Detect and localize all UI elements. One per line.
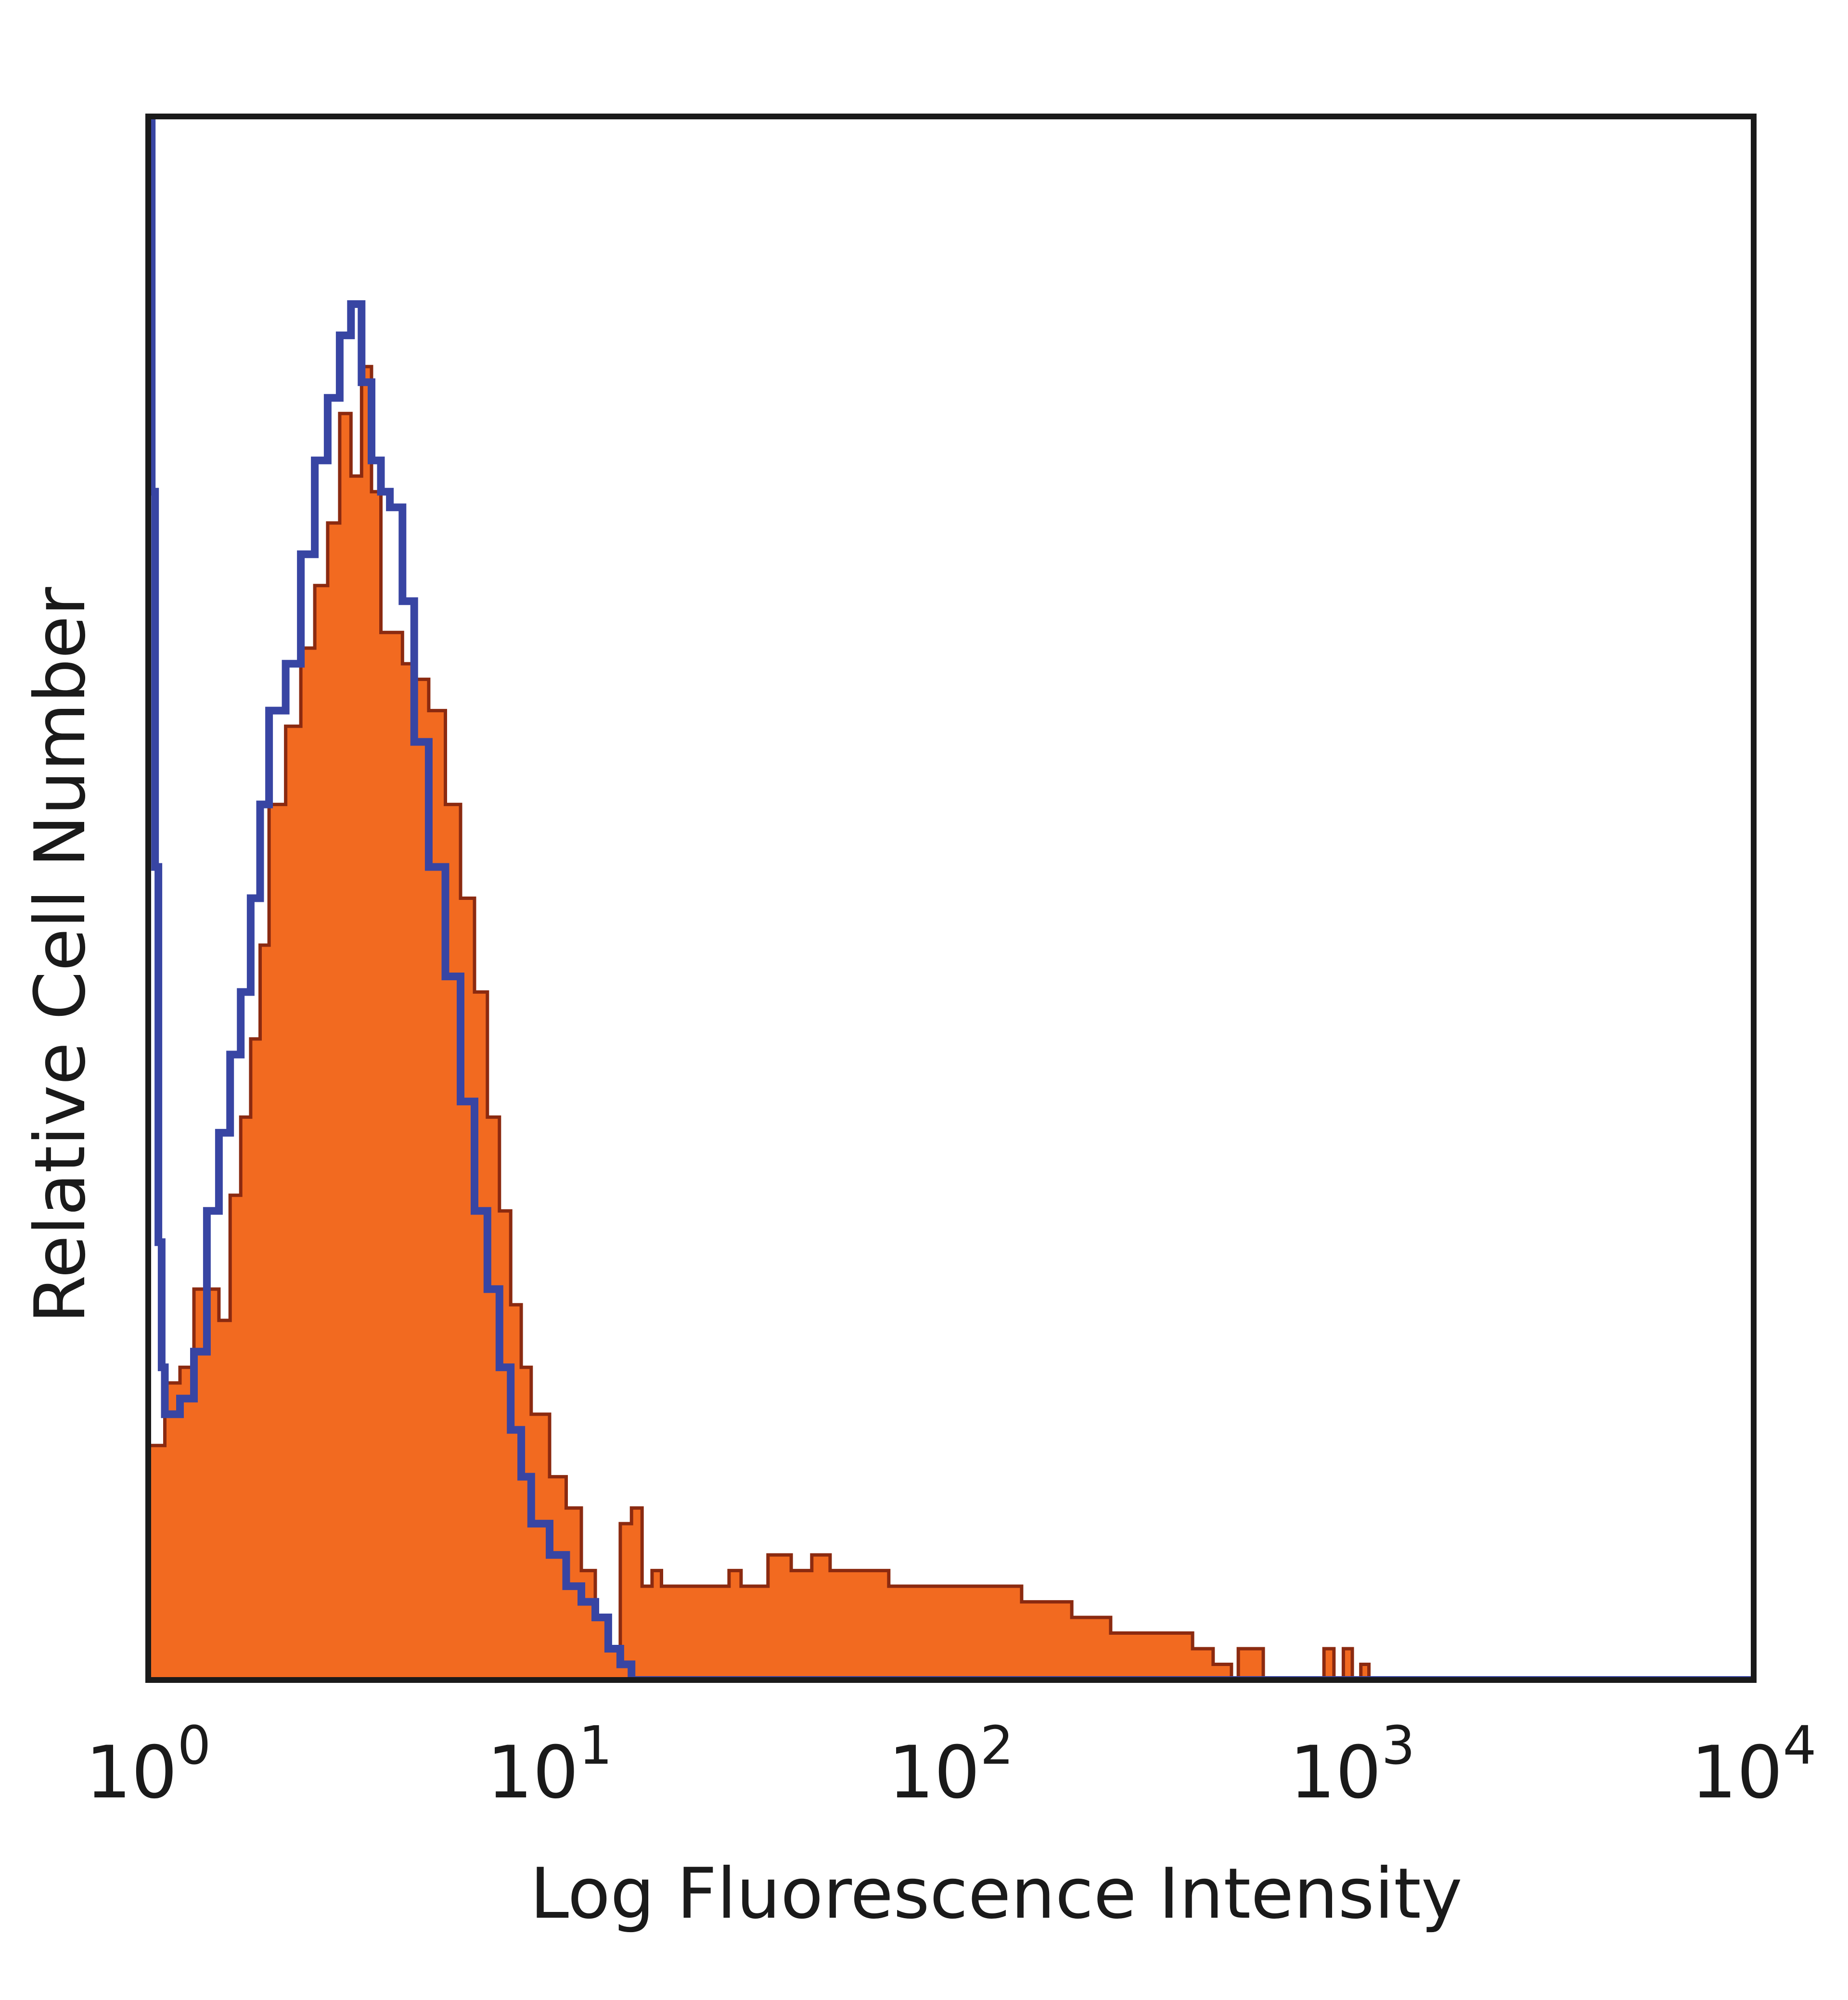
x-tick-exponent: 3 — [1381, 1715, 1415, 1776]
x-tick-exponent: 2 — [980, 1715, 1014, 1776]
x-tick-base: 10 — [888, 1731, 980, 1815]
plot-frame — [145, 114, 1757, 1683]
x-tick-exponent: 1 — [578, 1715, 612, 1776]
x-tick-label: 103 — [1290, 1715, 1415, 1815]
x-tick-base: 10 — [1290, 1731, 1382, 1815]
x-tick-base: 10 — [1691, 1731, 1783, 1815]
outline-histogram-line — [148, 116, 1754, 1680]
x-tick-label: 100 — [86, 1715, 211, 1815]
x-tick-base: 10 — [86, 1731, 178, 1815]
x-tick-label: 104 — [1691, 1715, 1817, 1815]
y-axis-label: Relative Cell Number — [20, 587, 101, 1323]
filled-histogram-area — [148, 366, 1754, 1680]
x-tick-exponent: 0 — [177, 1715, 211, 1776]
x-tick-base: 10 — [487, 1731, 579, 1815]
x-tick-exponent: 4 — [1783, 1715, 1816, 1776]
x-tick-label: 101 — [487, 1715, 613, 1815]
x-tick-label: 102 — [888, 1715, 1014, 1815]
x-axis-label: Log Fluorescence Intensity — [530, 1853, 1463, 1935]
